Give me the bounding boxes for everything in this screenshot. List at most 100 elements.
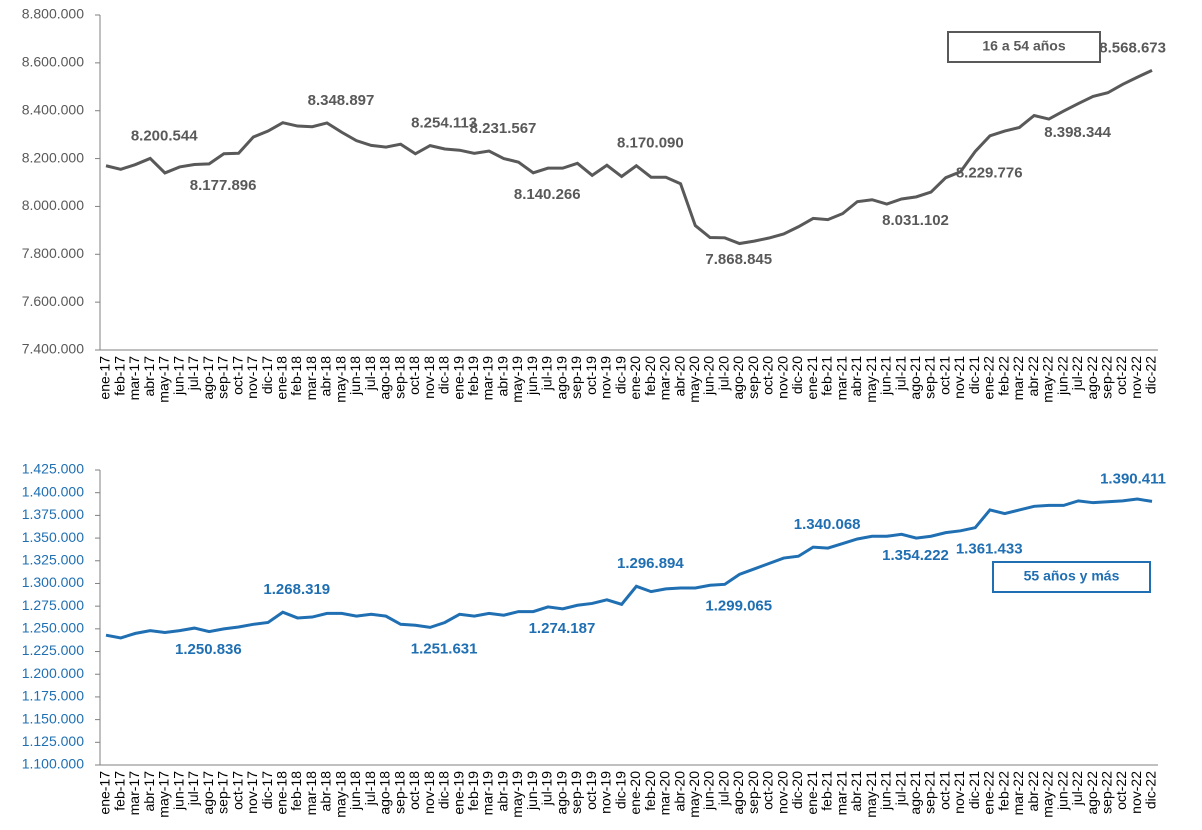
y-tick-label: 1.250.000 [22,620,84,636]
x-tick-label: jul-22 [1069,771,1085,806]
x-tick-label: dic-17 [259,356,275,394]
data-label: 8.140.266 [514,186,581,203]
x-tick-label: nov-20 [774,356,790,399]
x-tick-label: oct-22 [1113,771,1129,810]
x-tick-label: feb-21 [819,356,835,396]
data-label: 1.340.068 [794,516,861,533]
x-tick-label: ene-20 [627,771,643,815]
x-tick-label: sep-19 [568,771,584,814]
x-tick-label: mar-20 [657,356,673,401]
x-tick-label: ago-20 [730,356,746,400]
y-tick-label: 1.200.000 [22,665,84,681]
x-tick-label: jul-21 [892,356,908,391]
x-tick-label: jun-20 [701,356,717,396]
x-tick-label: jul-21 [892,771,908,806]
x-tick-label: abr-22 [1025,356,1041,397]
x-tick-label: jul-20 [715,771,731,806]
x-tick-label: ago-22 [1084,356,1100,400]
data-label: 8.348.897 [308,92,375,109]
x-tick-label: sep-21 [922,356,938,399]
x-tick-label: abr-19 [494,356,510,397]
x-tick-label: feb-22 [995,356,1011,396]
x-tick-label: may-22 [1040,771,1056,818]
x-tick-label: jul-20 [715,356,731,391]
data-label: 1.296.894 [617,555,684,572]
x-tick-label: ene-21 [804,356,820,400]
x-tick-label: ago-21 [907,356,923,400]
x-tick-label: may-22 [1040,356,1056,403]
x-tick-label: sep-22 [1099,771,1115,814]
x-tick-label: dic-17 [259,771,275,809]
x-tick-label: jul-22 [1069,356,1085,391]
y-tick-label: 1.225.000 [22,642,84,658]
x-tick-label: sep-17 [215,771,231,814]
y-tick-label: 8.800.000 [22,6,84,22]
x-tick-label: oct-21 [936,771,952,810]
x-tick-label: mar-22 [1010,771,1026,816]
x-tick-label: nov-21 [951,771,967,814]
x-tick-label: sep-21 [922,771,938,814]
x-tick-label: ago-17 [200,771,216,815]
x-tick-label: oct-18 [406,356,422,395]
x-tick-label: may-17 [156,771,172,818]
x-tick-label: ene-22 [981,356,997,400]
x-tick-label: nov-17 [244,356,260,399]
y-tick-label: 1.175.000 [22,688,84,704]
x-tick-label: jul-18 [362,356,378,391]
x-tick-label: mar-19 [480,356,496,401]
x-tick-label: feb-22 [995,771,1011,811]
x-tick-label: ene-19 [450,356,466,400]
x-tick-label: nov-17 [244,771,260,814]
x-tick-label: may-19 [509,356,525,403]
y-tick-label: 8.200.000 [22,149,84,165]
x-tick-label: ago-17 [200,356,216,400]
x-tick-label: jun-19 [524,771,540,811]
x-tick-label: sep-17 [215,356,231,399]
x-tick-label: abr-20 [671,771,687,812]
x-tick-label: ago-20 [730,771,746,815]
x-tick-label: nov-20 [774,771,790,814]
y-tick-label: 8.600.000 [22,54,84,70]
y-tick-label: 1.100.000 [22,756,84,772]
data-label: 1.354.222 [882,547,949,564]
x-tick-label: dic-22 [1143,356,1159,394]
x-tick-label: abr-21 [848,771,864,812]
x-tick-label: mar-18 [303,356,319,401]
x-tick-label: sep-18 [391,356,407,399]
x-tick-label: jun-22 [1054,356,1070,396]
x-tick-label: mar-21 [833,356,849,401]
x-tick-label: nov-21 [951,356,967,399]
data-label: 1.299.065 [705,597,772,614]
x-tick-label: ago-19 [553,771,569,815]
x-tick-label: nov-18 [421,771,437,814]
x-tick-label: ago-19 [553,356,569,400]
x-tick-label: jun-17 [170,771,186,811]
x-tick-label: nov-22 [1128,356,1144,399]
x-tick-label: ago-18 [377,771,393,815]
data-label: 8.229.776 [956,164,1023,181]
x-tick-label: jun-18 [347,771,363,811]
y-tick-label: 8.000.000 [22,197,84,213]
x-tick-label: oct-17 [229,771,245,810]
x-tick-label: nov-19 [598,771,614,814]
x-tick-label: dic-21 [966,771,982,809]
data-label: 8.568.673 [1099,39,1166,56]
x-tick-label: oct-20 [760,356,776,395]
x-tick-label: mar-17 [126,771,142,816]
x-tick-label: oct-22 [1113,356,1129,395]
x-tick-label: feb-18 [288,356,304,396]
data-label: 1.274.187 [529,620,596,637]
data-label: 1.361.433 [956,541,1023,558]
x-tick-label: ago-18 [377,356,393,400]
x-tick-label: abr-17 [141,356,157,397]
x-tick-label: may-17 [156,356,172,403]
y-tick-label: 1.125.000 [22,733,84,749]
y-tick-label: 7.600.000 [22,293,84,309]
data-label: 8.398.344 [1044,124,1111,141]
x-tick-label: feb-19 [465,356,481,396]
x-tick-label: ago-21 [907,771,923,815]
y-tick-label: 7.400.000 [22,341,84,357]
data-label: 1.250.836 [175,641,242,658]
x-tick-label: dic-20 [789,771,805,809]
